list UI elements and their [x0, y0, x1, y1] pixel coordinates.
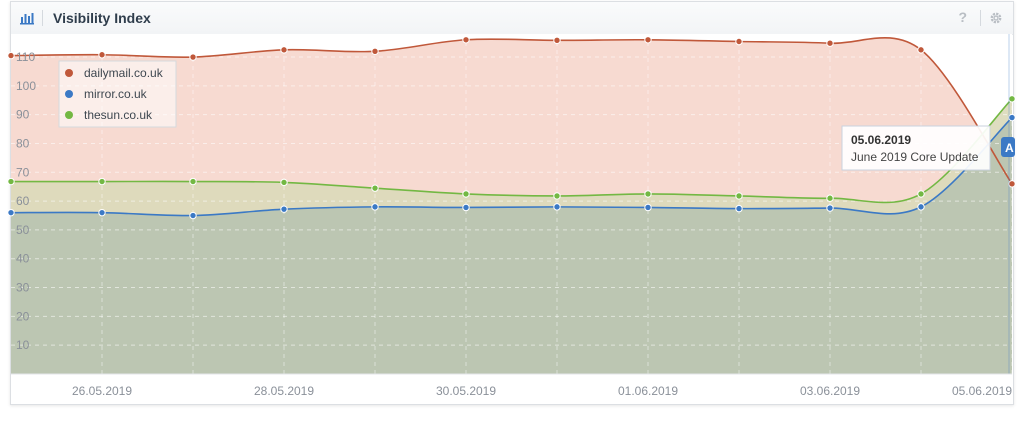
chart-points: [7, 34, 1016, 374]
annotation-marker-badge[interactable]: [1001, 137, 1015, 157]
point-mirror[interactable]: [189, 211, 197, 220]
point-thesun[interactable]: [1008, 95, 1016, 103]
x-tick-label: 26.05.2019: [72, 384, 132, 398]
tooltip-box: [841, 125, 991, 171]
y-tick-label: 90: [16, 108, 30, 122]
point-dailymail[interactable]: [189, 53, 197, 61]
point-thesun[interactable]: [7, 177, 15, 186]
chart-legend: dailymail.co.uk mirror.co.uk thesun.co.u…: [58, 60, 177, 128]
area-mirror: [11, 117, 1012, 374]
point-thesun[interactable]: [280, 178, 288, 187]
point-mirror[interactable]: [917, 203, 925, 211]
point-dailymail[interactable]: [280, 46, 288, 54]
y-tick-label: 80: [16, 136, 30, 150]
tooltip-date: 05.06.2019: [851, 133, 911, 147]
chart-areas: [11, 37, 1012, 375]
point-mirror[interactable]: [371, 203, 379, 211]
line-mirror: [10, 116, 1013, 217]
x-tick-label: 03.06.2019: [800, 384, 860, 398]
point-mirror[interactable]: [7, 208, 15, 217]
x-tick-label: 28.05.2019: [254, 384, 314, 398]
legend-marker-thesun: [65, 111, 73, 119]
point-mirror[interactable]: [1008, 113, 1016, 122]
legend-box: [58, 60, 177, 128]
point-thesun[interactable]: [826, 194, 834, 202]
y-tick-label: 100: [16, 79, 36, 93]
legend-item-thesun[interactable]: thesun.co.uk: [84, 108, 153, 122]
legend-item-dailymail[interactable]: dailymail.co.uk: [84, 66, 164, 80]
annotation-marker-label: A: [1005, 141, 1014, 155]
point-mirror[interactable]: [280, 205, 288, 213]
point-dailymail[interactable]: [1008, 180, 1016, 188]
y-tick-label: 30: [16, 281, 30, 295]
legend-item-mirror[interactable]: mirror.co.uk: [84, 87, 148, 101]
line-thesun: [11, 98, 1013, 204]
gear-icon[interactable]: [989, 11, 1003, 25]
point-thesun[interactable]: [462, 190, 470, 198]
point-mirror[interactable]: [735, 204, 743, 213]
widget-title: Visibility Index: [53, 10, 151, 26]
widget-header: Visibility Index ?: [11, 2, 1013, 35]
y-tick-label: 40: [16, 252, 30, 266]
point-mirror[interactable]: [644, 203, 652, 212]
point-thesun[interactable]: [735, 192, 743, 200]
y-tick-label: 10: [16, 338, 30, 352]
point-dailymail[interactable]: [371, 47, 379, 55]
point-dailymail[interactable]: [826, 39, 834, 47]
point-thesun[interactable]: [917, 190, 925, 198]
legend-marker-mirror: [65, 90, 73, 98]
point-thesun[interactable]: [371, 184, 379, 192]
header-divider-right: [980, 10, 981, 26]
tooltip-label: June 2019 Core Update: [851, 150, 979, 164]
point-thesun[interactable]: [553, 192, 561, 200]
point-thesun[interactable]: [644, 190, 652, 198]
point-dailymail[interactable]: [644, 36, 652, 44]
point-dailymail[interactable]: [7, 51, 15, 60]
legend-marker-dailymail: [65, 69, 73, 77]
bar-chart-icon: [20, 13, 34, 25]
header-divider: [42, 10, 43, 26]
y-tick-label: 110: [16, 50, 35, 64]
y-tick-label: 70: [16, 165, 30, 179]
point-dailymail[interactable]: [735, 37, 743, 46]
y-tick-label: 50: [16, 223, 30, 237]
x-tick-label: 30.05.2019: [436, 384, 496, 398]
x-tick-label: 01.06.2019: [618, 384, 678, 398]
x-tick-label: 05.06.2019: [952, 384, 1012, 398]
point-dailymail[interactable]: [98, 51, 106, 59]
point-mirror[interactable]: [462, 203, 470, 212]
point-mirror[interactable]: [826, 204, 834, 212]
point-mirror[interactable]: [98, 208, 106, 217]
y-tick-label: 20: [16, 309, 30, 323]
point-dailymail[interactable]: [553, 36, 561, 45]
point-dailymail[interactable]: [917, 46, 925, 54]
y-tick-label: 60: [16, 194, 30, 208]
point-dailymail[interactable]: [462, 36, 470, 44]
help-icon[interactable]: ?: [958, 9, 967, 25]
point-thesun[interactable]: [189, 177, 197, 186]
annotation-marker[interactable]: A: [1001, 137, 1015, 157]
point-thesun[interactable]: [98, 177, 106, 186]
x-axis-ticks: 26.05.2019 28.05.2019 30.05.2019 01.06.2019…: [11, 373, 1012, 398]
point-mirror[interactable]: [553, 203, 561, 211]
annotation-tooltip: 05.06.2019 June 2019 Core Update: [841, 125, 991, 171]
y-axis-ticks: 10 20 30 40 50 60 70 80 90 100 110: [16, 50, 36, 352]
